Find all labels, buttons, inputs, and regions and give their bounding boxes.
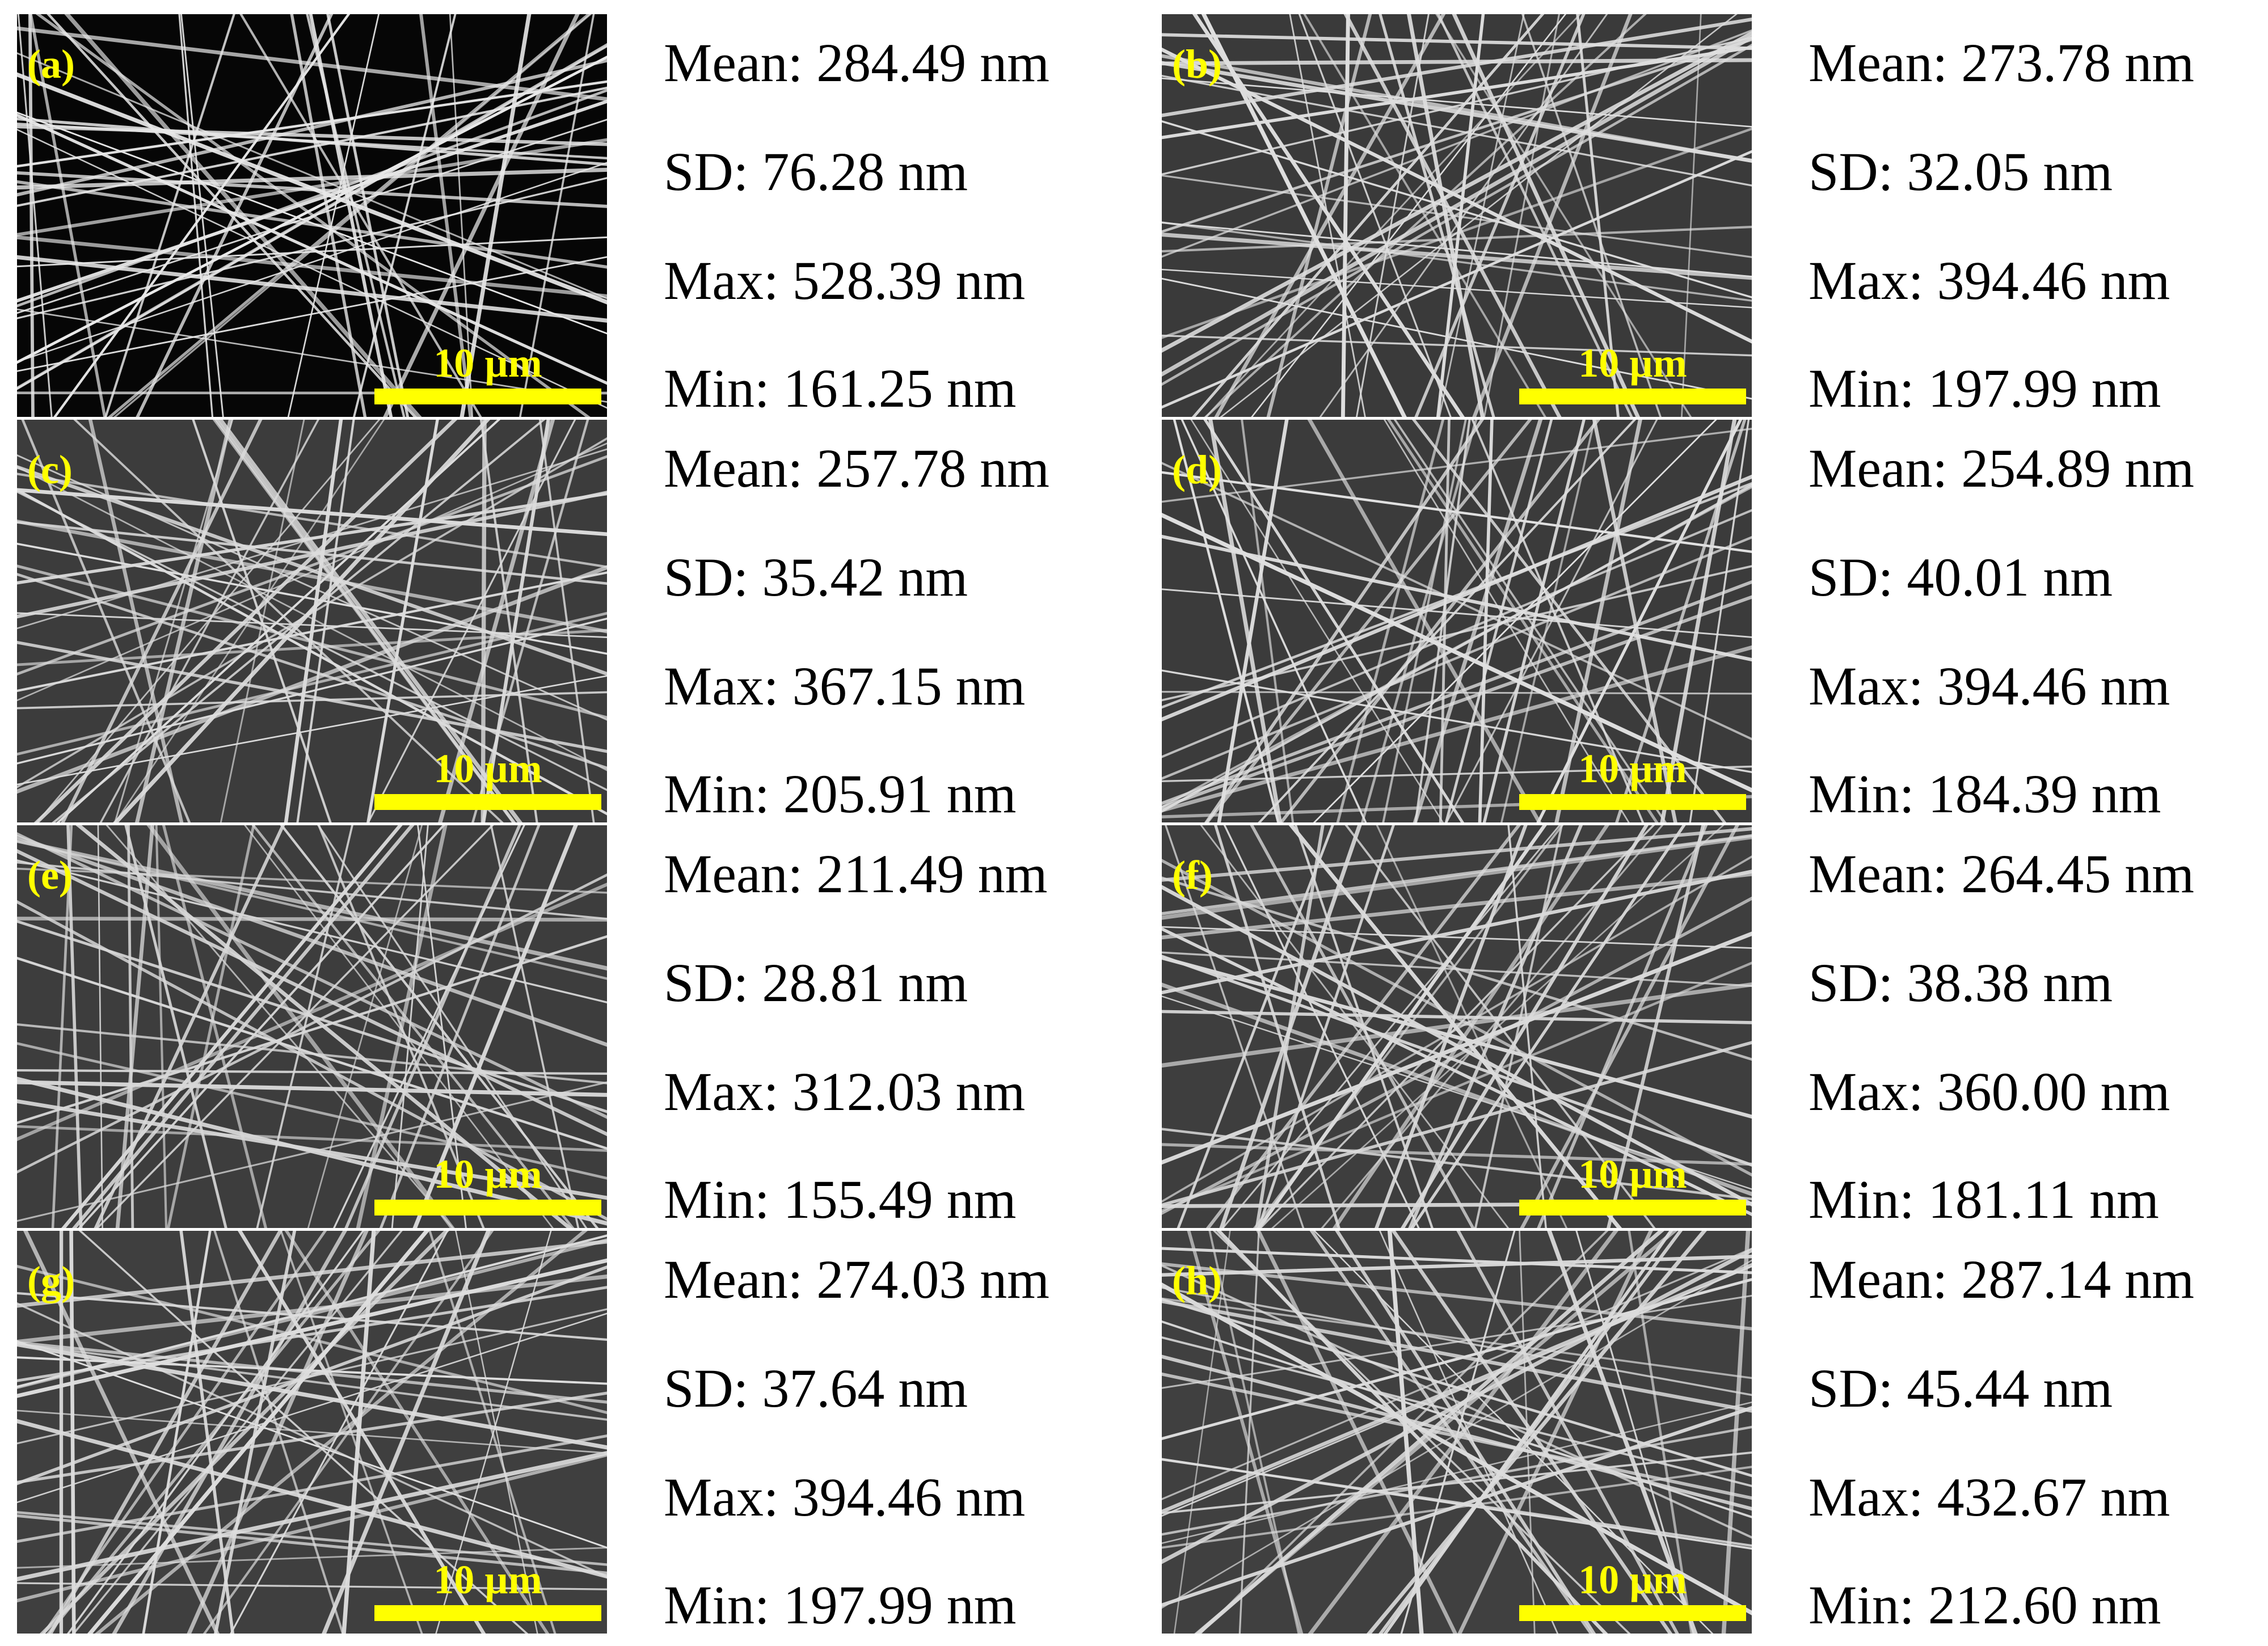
scale-bar-e: [374, 1200, 601, 1215]
stat-max-c: Max: 367.15 nm: [664, 656, 1026, 716]
stat-max-g: Max: 394.46 nm: [664, 1467, 1026, 1527]
stat-min-g: Min: 197.99 nm: [664, 1575, 1017, 1635]
stats-c: Mean: 257.78 nm SD: 35.42 nm Max: 367.15…: [664, 420, 1129, 822]
stat-min-f: Min: 181.11 nm: [1809, 1169, 2159, 1230]
scale-bar-a: [374, 389, 601, 404]
scale-bar-label-h: 10 µm: [1578, 1557, 1687, 1602]
sem-panel-e: (e) 10 µm: [17, 825, 607, 1228]
stat-max-a: Max: 528.39 nm: [664, 250, 1026, 311]
panel-label-f: (f): [1172, 852, 1213, 898]
stat-mean-f: Mean: 264.45 nm: [1809, 843, 2194, 904]
stat-mean-c: Mean: 257.78 nm: [664, 438, 1049, 499]
stat-mean-a: Mean: 284.49 nm: [664, 32, 1049, 93]
stat-min-a: Min: 161.25 nm: [664, 358, 1017, 419]
scale-bar-label-d: 10 µm: [1578, 746, 1687, 791]
panel-label-g: (g): [27, 1258, 75, 1303]
stat-max-b: Max: 394.46 nm: [1809, 250, 2170, 311]
scale-bar-label-b: 10 µm: [1578, 340, 1687, 386]
scale-bar-label-e: 10 µm: [433, 1151, 542, 1197]
scale-bar-label-g: 10 µm: [433, 1557, 542, 1602]
stat-min-e: Min: 155.49 nm: [664, 1169, 1017, 1230]
stats-g: Mean: 274.03 nm SD: 37.64 nm Max: 394.46…: [664, 1231, 1129, 1634]
panel-label-b: (b): [1172, 41, 1222, 87]
stats-e: Mean: 211.49 nm SD: 28.81 nm Max: 312.03…: [664, 825, 1129, 1228]
stats-d: Mean: 254.89 nm SD: 40.01 nm Max: 394.46…: [1809, 420, 2268, 822]
panel-label-e: (e): [27, 852, 73, 898]
stat-max-d: Max: 394.46 nm: [1809, 656, 2170, 716]
sem-image-f: [1162, 825, 1752, 1228]
stat-max-f: Max: 360.00 nm: [1809, 1061, 2170, 1122]
stat-max-e: Max: 312.03 nm: [664, 1061, 1026, 1122]
stat-min-h: Min: 212.60 nm: [1809, 1575, 2161, 1635]
scale-bar-g: [374, 1605, 601, 1621]
sem-panel-b: (b) 10 µm: [1162, 14, 1752, 417]
sem-image-c: [17, 420, 607, 822]
panel-label-c: (c): [27, 447, 73, 492]
sem-panel-g: (g) 10 µm: [17, 1231, 607, 1634]
panel-label-d: (d): [1172, 447, 1222, 492]
stat-sd-a: SD: 76.28 nm: [664, 141, 968, 202]
sem-image-d: [1162, 420, 1752, 822]
stat-mean-d: Mean: 254.89 nm: [1809, 438, 2194, 499]
sem-image-a: [17, 14, 607, 417]
sem-panel-f: (f) 10 µm: [1162, 825, 1752, 1228]
scale-bar-d: [1519, 794, 1746, 810]
sem-image-b: [1162, 14, 1752, 417]
sem-image-g: [17, 1231, 607, 1634]
sem-panel-d: (d) 10 µm: [1162, 420, 1752, 822]
stats-a: Mean: 284.49 nm SD: 76.28 nm Max: 528.39…: [664, 14, 1129, 417]
stat-mean-b: Mean: 273.78 nm: [1809, 32, 2194, 93]
scale-bar-label-a: 10 µm: [433, 340, 542, 386]
scale-bar-label-c: 10 µm: [433, 746, 542, 791]
stat-sd-c: SD: 35.42 nm: [664, 547, 968, 607]
stat-mean-g: Mean: 274.03 nm: [664, 1249, 1049, 1310]
panel-label-a: (a): [27, 41, 75, 87]
stat-sd-g: SD: 37.64 nm: [664, 1358, 968, 1419]
sem-panel-a: (a) 10 µm: [17, 14, 607, 417]
scale-bar-label-f: 10 µm: [1578, 1151, 1687, 1197]
stat-max-h: Max: 432.67 nm: [1809, 1467, 2170, 1527]
stat-sd-h: SD: 45.44 nm: [1809, 1358, 2113, 1419]
sem-panel-h: (h) 10 µm: [1162, 1231, 1752, 1634]
sem-image-e: [17, 825, 607, 1228]
stat-mean-e: Mean: 211.49 nm: [664, 843, 1048, 904]
stat-min-c: Min: 205.91 nm: [664, 763, 1017, 824]
stat-sd-d: SD: 40.01 nm: [1809, 547, 2113, 607]
scale-bar-c: [374, 794, 601, 810]
stat-mean-h: Mean: 287.14 nm: [1809, 1249, 2194, 1310]
stat-sd-f: SD: 38.38 nm: [1809, 952, 2113, 1013]
panel-label-h: (h): [1172, 1258, 1222, 1303]
sem-image-h: [1162, 1231, 1752, 1634]
sem-panel-c: (c) 10 µm: [17, 420, 607, 822]
scale-bar-f: [1519, 1200, 1746, 1215]
stat-min-b: Min: 197.99 nm: [1809, 358, 2161, 419]
scale-bar-h: [1519, 1605, 1746, 1621]
scale-bar-b: [1519, 389, 1746, 404]
stats-f: Mean: 264.45 nm SD: 38.38 nm Max: 360.00…: [1809, 825, 2268, 1228]
stat-sd-b: SD: 32.05 nm: [1809, 141, 2113, 202]
stats-b: Mean: 273.78 nm SD: 32.05 nm Max: 394.46…: [1809, 14, 2268, 417]
stats-h: Mean: 287.14 nm SD: 45.44 nm Max: 432.67…: [1809, 1231, 2268, 1634]
stat-min-d: Min: 184.39 nm: [1809, 763, 2161, 824]
stat-sd-e: SD: 28.81 nm: [664, 952, 968, 1013]
